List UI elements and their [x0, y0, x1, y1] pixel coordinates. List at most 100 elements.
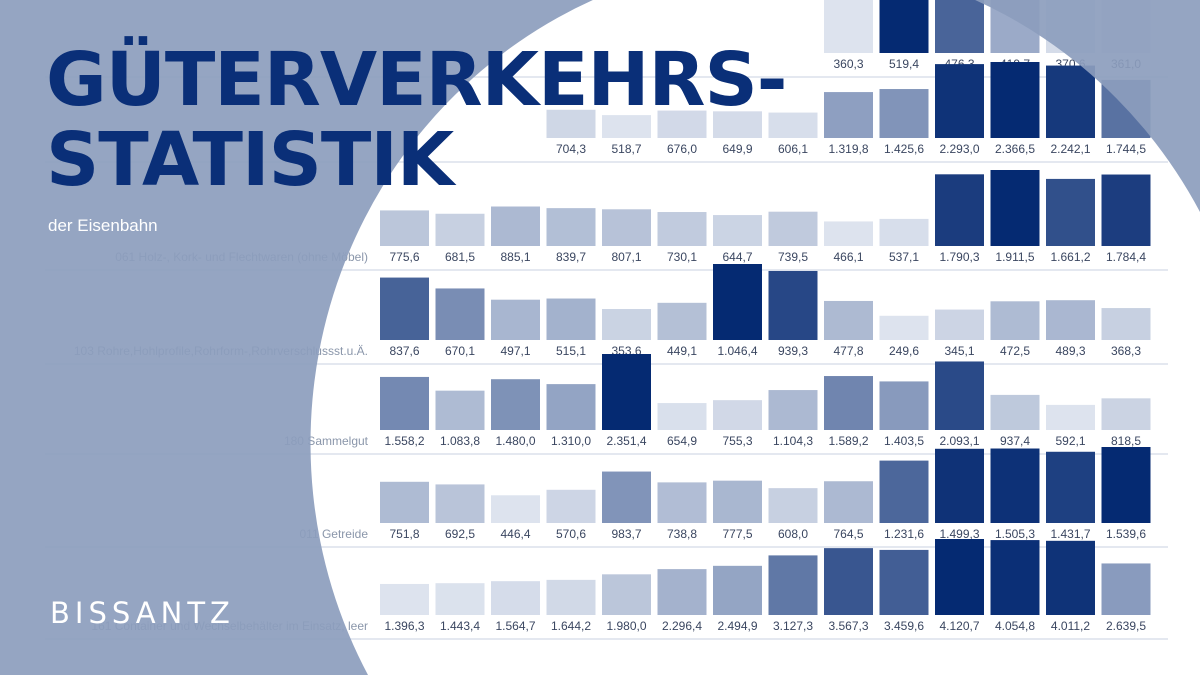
data-label: 1.319,8 — [828, 142, 868, 156]
bar — [657, 110, 707, 138]
bar — [1046, 451, 1095, 523]
data-label: 515,1 — [556, 344, 586, 358]
bar — [713, 565, 762, 615]
data-label: 592,1 — [1055, 434, 1085, 448]
bar — [879, 381, 929, 430]
data-label: 1.790,3 — [939, 250, 979, 264]
bar — [657, 403, 707, 430]
bar — [713, 215, 762, 246]
bar — [935, 174, 984, 246]
data-label: 1.046,4 — [717, 344, 757, 358]
bar — [380, 481, 429, 523]
bar — [1046, 404, 1095, 430]
data-label: 2.296,4 — [662, 619, 702, 633]
bar — [546, 579, 596, 615]
bar — [768, 555, 818, 615]
data-label: 1.480,0 — [495, 434, 535, 448]
bar — [824, 0, 873, 54]
bar — [435, 583, 485, 615]
data-label: 807,1 — [611, 250, 641, 264]
chart-row: 704,3 518,7 676,0 649,9 606,1 1.319,8 1.425,6 2… — [45, 62, 1168, 163]
data-label: 730,1 — [667, 250, 697, 264]
bar — [990, 170, 1040, 246]
data-label: 885,1 — [500, 250, 530, 264]
data-label: 983,7 — [611, 527, 641, 541]
data-label: 839,7 — [556, 250, 586, 264]
bar — [1101, 563, 1151, 615]
bar — [435, 390, 485, 430]
data-label: 1.403,5 — [884, 434, 924, 448]
data-label: 489,3 — [1055, 344, 1085, 358]
bar — [657, 212, 707, 246]
data-label: 608,0 — [778, 527, 808, 541]
title-line-1: GÜTERVERKEHRS- — [46, 37, 787, 123]
bar — [1046, 300, 1095, 340]
data-label: 751,8 — [389, 527, 419, 541]
bar — [935, 309, 984, 340]
bar — [602, 115, 651, 138]
data-label: 837,6 — [389, 344, 419, 358]
data-label: 2.639,5 — [1106, 619, 1146, 633]
data-label: 738,8 — [667, 527, 697, 541]
bar — [768, 270, 818, 340]
bar — [990, 448, 1040, 523]
bar — [879, 89, 929, 138]
bar — [768, 390, 818, 430]
bar — [1101, 447, 1151, 523]
bar — [879, 218, 929, 246]
data-label: 818,5 — [1111, 434, 1141, 448]
bar — [602, 574, 651, 615]
bar — [546, 489, 596, 523]
title-line-2: STATISTIK — [46, 117, 454, 203]
brand-logo: BISSANTZ — [50, 596, 235, 630]
data-label: 477,8 — [833, 344, 863, 358]
data-label: 1.505,3 — [995, 527, 1035, 541]
data-label: 1.396,3 — [384, 619, 424, 633]
data-label: 670,1 — [445, 344, 475, 358]
bar — [491, 206, 540, 246]
data-label: 472,5 — [1000, 344, 1030, 358]
data-label: 654,9 — [667, 434, 697, 448]
data-label: 1.644,2 — [551, 619, 591, 633]
bar — [380, 376, 429, 430]
data-label: 1.784,4 — [1106, 250, 1146, 264]
chart-row: 011 Getreide 751,8 692,5 446,4 570,6 983,7 738… — [45, 447, 1168, 548]
bar — [1101, 308, 1151, 340]
bar — [935, 539, 984, 615]
data-label: 4.120,7 — [939, 619, 979, 633]
data-label: 1.539,6 — [1106, 527, 1146, 541]
data-label: 570,6 — [556, 527, 586, 541]
bar — [1101, 398, 1151, 430]
bar — [879, 0, 929, 53]
data-label: 446,4 — [500, 527, 530, 541]
data-label: 1.499,3 — [939, 527, 979, 541]
data-label: 755,3 — [722, 434, 752, 448]
bar — [935, 0, 984, 54]
bar — [657, 482, 707, 523]
data-label: 676,0 — [667, 142, 697, 156]
data-label: 764,5 — [833, 527, 863, 541]
bar — [768, 112, 818, 138]
data-label: 345,1 — [944, 344, 974, 358]
bar — [491, 581, 540, 615]
data-label: 3.459,6 — [884, 619, 924, 633]
bar — [990, 394, 1040, 430]
bar — [713, 400, 762, 430]
bar — [824, 376, 873, 430]
data-label: 1.443,4 — [440, 619, 480, 633]
data-label: 1.911,5 — [995, 250, 1034, 264]
bar — [491, 495, 540, 523]
bar — [990, 301, 1040, 340]
data-label: 1.425,6 — [884, 142, 924, 156]
bar — [546, 109, 596, 138]
data-label: 497,1 — [500, 344, 530, 358]
bar — [546, 208, 596, 246]
data-label: 2.351,4 — [606, 434, 646, 448]
bar — [602, 309, 651, 340]
bar — [602, 471, 651, 523]
bar — [824, 548, 873, 615]
data-label: 1.558,2 — [384, 434, 424, 448]
data-label: 681,5 — [445, 250, 475, 264]
